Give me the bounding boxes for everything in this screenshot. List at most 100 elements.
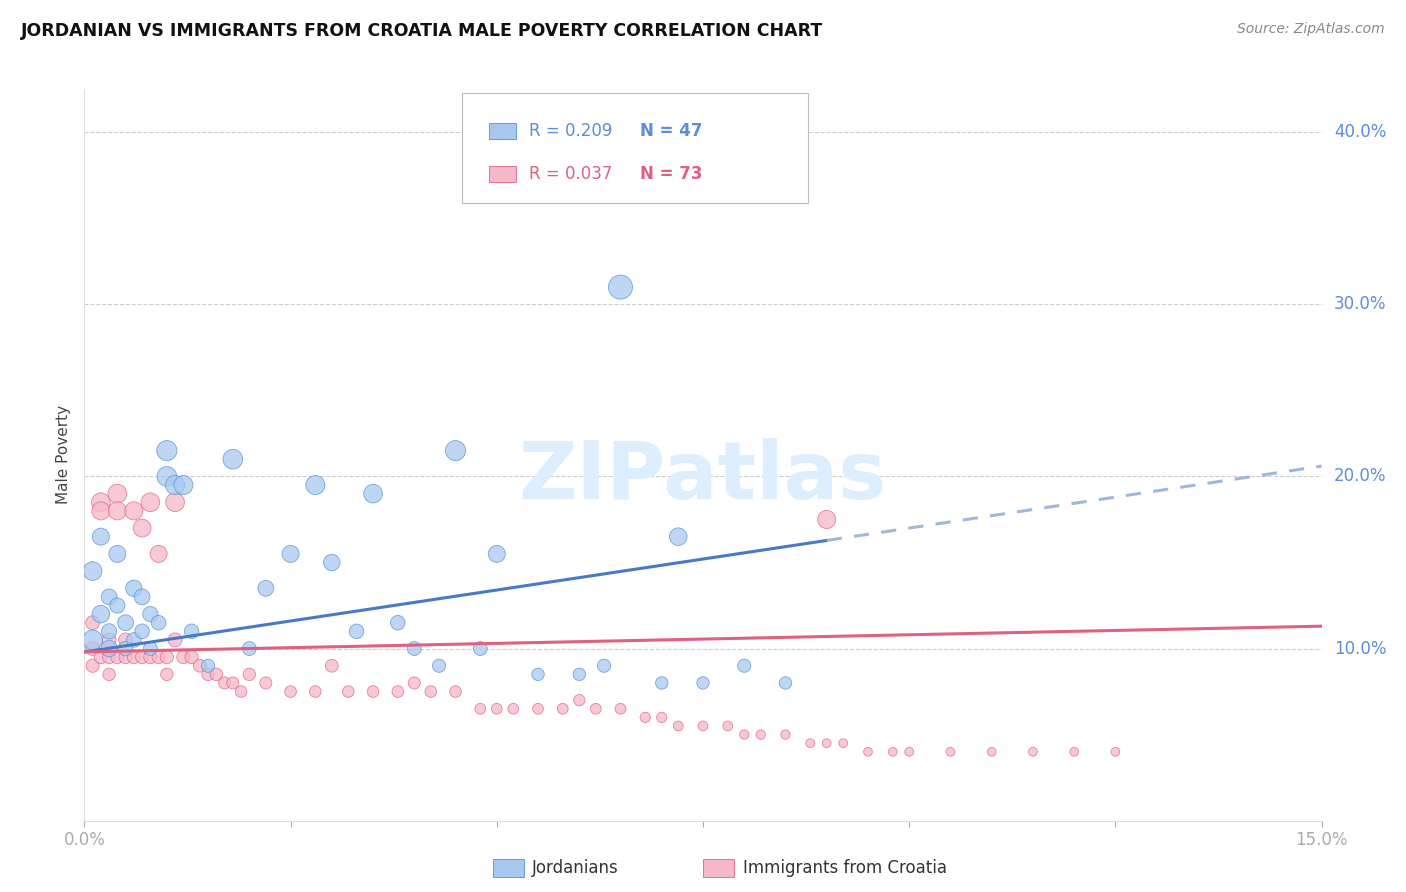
Point — [139, 650, 162, 665]
Point — [131, 590, 153, 604]
Point — [105, 650, 128, 665]
Point — [634, 710, 657, 724]
Point — [485, 547, 508, 561]
Point — [444, 684, 467, 698]
FancyBboxPatch shape — [492, 859, 523, 877]
Point — [82, 632, 104, 647]
Point — [90, 530, 112, 544]
Point — [609, 702, 631, 716]
Point — [180, 650, 202, 665]
Point — [122, 582, 145, 596]
Text: R = 0.037: R = 0.037 — [529, 165, 612, 184]
Point — [197, 667, 219, 681]
Point — [188, 658, 211, 673]
Point — [1022, 745, 1045, 759]
Point — [717, 719, 740, 733]
Point — [165, 495, 187, 509]
Point — [254, 676, 277, 690]
Point — [666, 530, 689, 544]
Point — [485, 702, 508, 716]
Point — [346, 624, 368, 639]
Point — [105, 547, 128, 561]
Point — [114, 615, 136, 630]
Point — [856, 745, 879, 759]
Point — [131, 650, 153, 665]
Point — [470, 702, 492, 716]
Point — [733, 728, 755, 742]
Point — [98, 624, 121, 639]
Point — [131, 624, 153, 639]
Point — [527, 667, 550, 681]
Point — [749, 728, 772, 742]
Point — [692, 719, 714, 733]
Point — [387, 684, 409, 698]
Point — [404, 676, 426, 690]
Point — [304, 684, 326, 698]
Point — [898, 745, 921, 759]
Point — [551, 702, 574, 716]
Point — [114, 632, 136, 647]
Text: Jordanians: Jordanians — [533, 859, 619, 877]
Point — [156, 650, 179, 665]
Point — [815, 512, 838, 526]
Text: 10.0%: 10.0% — [1334, 640, 1386, 657]
Point — [502, 702, 524, 716]
Point — [280, 684, 302, 698]
Point — [361, 486, 384, 500]
Point — [114, 641, 136, 656]
Point — [1063, 745, 1085, 759]
Point — [419, 684, 441, 698]
Point — [651, 676, 673, 690]
Point — [609, 280, 631, 294]
Point — [222, 676, 245, 690]
Point — [139, 607, 162, 621]
Point — [82, 641, 104, 656]
Point — [105, 504, 128, 518]
Point — [82, 615, 104, 630]
Point — [90, 504, 112, 518]
Text: JORDANIAN VS IMMIGRANTS FROM CROATIA MALE POVERTY CORRELATION CHART: JORDANIAN VS IMMIGRANTS FROM CROATIA MAL… — [21, 22, 824, 40]
Point — [651, 710, 673, 724]
Point — [205, 667, 228, 681]
Point — [775, 676, 797, 690]
Text: R = 0.209: R = 0.209 — [529, 121, 612, 140]
Point — [799, 736, 821, 750]
Text: Immigrants from Croatia: Immigrants from Croatia — [742, 859, 946, 877]
Point — [214, 676, 236, 690]
Point — [304, 478, 326, 492]
Point — [98, 667, 121, 681]
Point — [470, 641, 492, 656]
Point — [832, 736, 855, 750]
Point — [197, 658, 219, 673]
Point — [321, 556, 343, 570]
Point — [98, 650, 121, 665]
Point — [568, 693, 591, 707]
FancyBboxPatch shape — [489, 166, 516, 182]
Point — [939, 745, 962, 759]
Point — [692, 676, 714, 690]
Point — [404, 641, 426, 656]
Point — [427, 658, 450, 673]
Point — [148, 615, 170, 630]
Point — [82, 564, 104, 578]
FancyBboxPatch shape — [489, 122, 516, 138]
Point — [666, 719, 689, 733]
Point — [593, 658, 616, 673]
Point — [172, 478, 194, 492]
Point — [1104, 745, 1126, 759]
Point — [139, 641, 162, 656]
Text: Source: ZipAtlas.com: Source: ZipAtlas.com — [1237, 22, 1385, 37]
Point — [148, 650, 170, 665]
Point — [527, 702, 550, 716]
Point — [156, 443, 179, 458]
Point — [114, 650, 136, 665]
Text: N = 47: N = 47 — [640, 121, 703, 140]
Point — [90, 650, 112, 665]
Point — [122, 650, 145, 665]
Point — [165, 478, 187, 492]
Text: 40.0%: 40.0% — [1334, 123, 1386, 141]
Point — [82, 658, 104, 673]
Point — [139, 495, 162, 509]
Point — [585, 702, 607, 716]
Point — [568, 667, 591, 681]
